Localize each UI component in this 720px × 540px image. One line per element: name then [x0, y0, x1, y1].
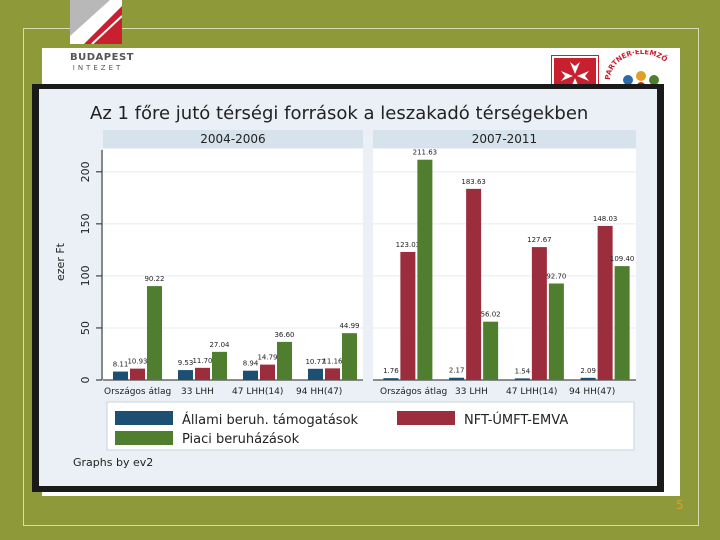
y-axis-label: ezer Ft: [54, 242, 67, 281]
bar: [466, 188, 482, 380]
category-label: 33 LHH: [181, 387, 214, 397]
bar: [417, 159, 433, 380]
bar: [400, 251, 416, 380]
plot-area: [103, 149, 363, 380]
category-label: 94 HH(47): [296, 387, 342, 397]
category-label: Országos átlag: [104, 387, 171, 397]
data-label: 109.40: [610, 255, 635, 263]
legend-box: [106, 401, 635, 451]
y-tick-label: 0: [79, 377, 92, 384]
data-label: 127.67: [527, 236, 552, 244]
legend-swatch: [115, 431, 173, 445]
logo-line2: INTEZET: [72, 64, 124, 72]
page-number: 5: [676, 498, 684, 512]
data-label: 11.16: [322, 357, 343, 365]
data-label: 2.17: [449, 367, 465, 375]
panel-header-label: 2007-2011: [472, 132, 537, 146]
bar: [483, 321, 499, 380]
data-label: 9.53: [178, 359, 194, 367]
panel-1: 2007-2011 1.76 123.03 211.63 Országos átlag 2…: [373, 130, 636, 397]
bar: [260, 364, 275, 380]
panel-header-label: 2004-2006: [200, 132, 265, 146]
data-label: 1.54: [515, 367, 531, 375]
y-axis: 0 50 100 150 200: [79, 150, 103, 384]
bar: [130, 368, 145, 380]
bar: [212, 351, 227, 380]
data-label: 8.94: [243, 360, 259, 368]
budapest-intezet-logo-icon: [70, 0, 122, 44]
data-label: 148.03: [593, 215, 618, 223]
data-label: 11.70: [192, 357, 212, 365]
legend-label: Állami beruh. támogatások: [182, 412, 359, 428]
chart-title: Az 1 főre jutó térségi források a leszak…: [90, 103, 588, 124]
bar: [449, 377, 465, 380]
panel-0: 2004-2006 8.11 10.93 90.22 Országos átlag 9.5…: [103, 130, 363, 397]
data-label: 36.60: [274, 331, 294, 339]
bar: [580, 377, 596, 380]
data-label: 90.22: [144, 275, 164, 283]
bar: [277, 341, 292, 380]
bar: [243, 370, 258, 380]
bar: [383, 378, 399, 380]
data-label: 2.09: [580, 367, 596, 375]
legend-label: Piaci beruházások: [182, 432, 300, 447]
y-tick-label: 200: [79, 161, 92, 182]
legend-swatch: [115, 411, 173, 425]
data-label: 14.79: [257, 354, 277, 362]
panel-header: [373, 130, 636, 148]
category-label: 94 HH(47): [569, 387, 615, 397]
data-label: 56.02: [481, 311, 501, 319]
bar: [597, 225, 613, 380]
bar: [147, 286, 162, 380]
data-label: 8.11: [113, 361, 129, 369]
data-label: 92.70: [546, 273, 566, 281]
plot-area: [373, 149, 636, 380]
category-label: 47 LHH(14): [506, 387, 557, 397]
legend-label: NFT-ÚMFT-EMVA: [464, 412, 568, 428]
data-label: 123.03: [396, 241, 421, 249]
logo-line1: BUDAPEST: [70, 52, 134, 63]
data-label: 10.93: [127, 358, 147, 366]
data-label: 183.63: [461, 178, 486, 186]
legend-swatch: [397, 411, 455, 425]
bar: [195, 367, 210, 380]
partner-elemzo-logo-icon: PARTNER·ELEMZŐ: [604, 48, 678, 94]
y-tick-label: 100: [79, 265, 92, 286]
panel-header: [103, 130, 363, 148]
data-label: 27.04: [209, 341, 230, 349]
chart-panels: 2004-2006 8.11 10.93 90.22 Országos átlag 9.5…: [103, 130, 636, 397]
y-tick-label: 150: [79, 213, 92, 234]
category-label: Országos átlag: [380, 387, 447, 397]
data-label: 1.76: [383, 367, 399, 375]
bar: [548, 283, 564, 380]
bar: [531, 247, 547, 380]
bar: [325, 368, 340, 380]
category-label: 33 LHH: [455, 387, 488, 397]
slide-frame: [23, 28, 699, 526]
legend: Állami beruh. támogatások NFT-ÚMFT-EMVA Pi…: [106, 401, 635, 451]
bar: [514, 378, 530, 380]
y-tick-label: 50: [79, 321, 92, 335]
bar: [342, 333, 357, 380]
bar: [614, 266, 630, 380]
graphs-note: Graphs by ev2: [73, 456, 153, 469]
data-label: 10.77: [305, 358, 325, 366]
bar: [178, 370, 193, 380]
bar: [308, 368, 323, 380]
budapest-intezet-logo-text: BUDAPEST INTEZET: [70, 52, 134, 72]
category-label: 47 LHH(14): [232, 387, 283, 397]
bar: [113, 371, 128, 380]
data-label: 44.99: [339, 322, 359, 330]
data-label: 211.63: [413, 149, 438, 157]
